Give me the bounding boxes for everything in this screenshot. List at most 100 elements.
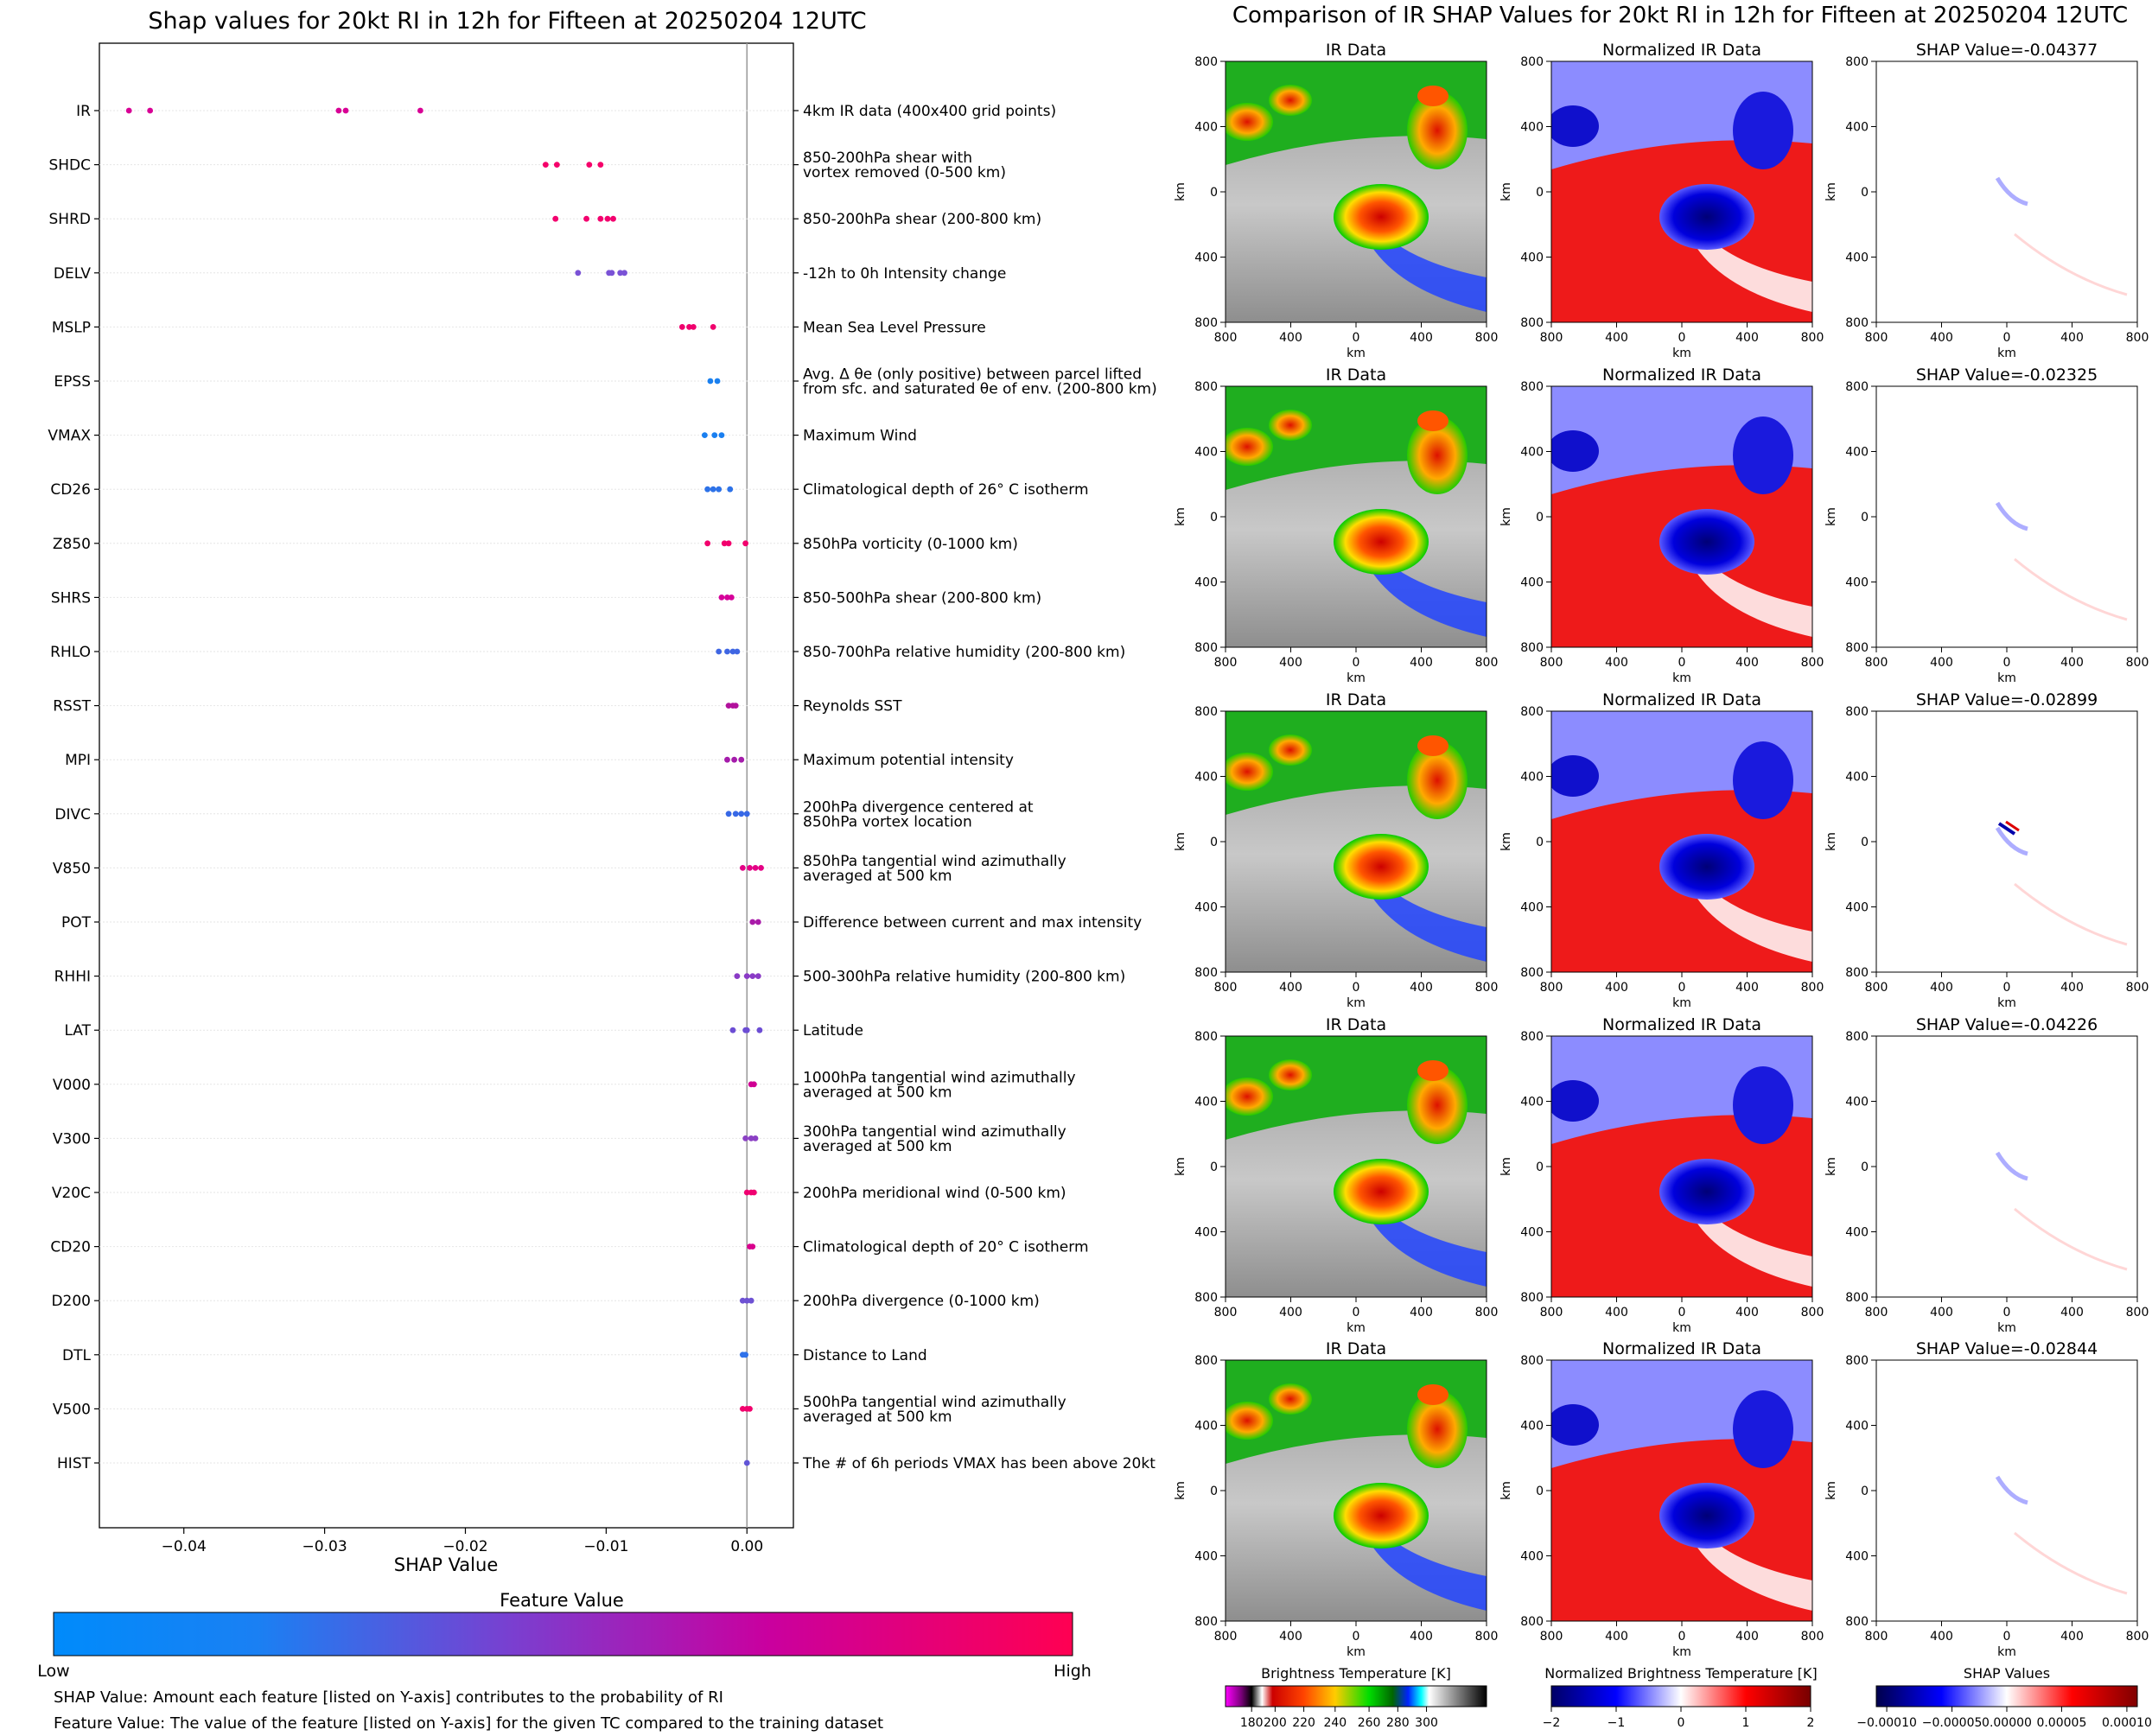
y-tick-label: 400: [1845, 771, 1869, 785]
y-tick-label: 800: [1845, 1615, 1869, 1629]
shap-point: [747, 1406, 753, 1412]
y-tick-label: 400: [1845, 1096, 1869, 1110]
x-tick-label: −0.01: [583, 1538, 628, 1555]
y-tick-label: 800: [1520, 641, 1544, 655]
shap-point: [707, 378, 714, 385]
x-axis-label: km: [1347, 671, 1366, 685]
note-shap-value: SHAP Value: Amount each feature [listed …: [54, 1688, 723, 1707]
x-tick-label: 400: [2060, 656, 2084, 670]
x-tick-label: 800: [1475, 656, 1499, 670]
feature-label: V20C: [52, 1185, 91, 1202]
shap-point: [748, 1135, 754, 1141]
y-tick-label: 400: [1520, 771, 1544, 785]
y-tick-label: 800: [1194, 1615, 1218, 1629]
shap-point: [756, 1027, 763, 1033]
shap-point: [742, 1135, 749, 1141]
shap-point: [721, 540, 728, 547]
y-tick-label: 400: [1194, 1420, 1218, 1434]
shap-point: [608, 270, 615, 277]
feature-label: POT: [61, 914, 92, 932]
x-tick-label: 800: [1540, 981, 1563, 995]
feature-description: averaged at 500 km: [803, 868, 952, 885]
x-axis-label: km: [1347, 347, 1366, 360]
feature-description: averaged at 500 km: [803, 1084, 952, 1101]
x-tick-label: 800: [1214, 981, 1238, 995]
x-tick-label: 400: [1605, 1306, 1628, 1319]
x-tick-label: 0: [1678, 656, 1686, 670]
feature-label: RHLO: [50, 644, 91, 661]
x-axis-label: km: [1672, 671, 1691, 685]
shap-point: [690, 324, 697, 330]
y-tick-label: 400: [1194, 771, 1218, 785]
normalized-panel-title: Normalized IR Data: [1602, 41, 1761, 60]
shap-point: [743, 973, 750, 979]
y-axis-label: km: [1824, 832, 1838, 851]
x-tick-label: 0: [2003, 1306, 2011, 1319]
x-tick-label: 400: [1279, 331, 1302, 345]
y-tick-label: 400: [1520, 576, 1544, 590]
x-axis-label: km: [1672, 1321, 1691, 1335]
ir-panel-title: IR Data: [1326, 1015, 1386, 1034]
colorbar-tick-label: 200: [1264, 1716, 1287, 1730]
feature-label: Z850: [53, 536, 91, 553]
x-axis-label: km: [1672, 347, 1691, 360]
x-tick-label: 800: [1475, 1630, 1499, 1644]
normalized-ir-image: [1551, 1036, 1812, 1297]
feature-label: DELV: [54, 265, 91, 283]
shap-point: [686, 324, 692, 330]
colorbar-tick-label: −2: [1543, 1716, 1561, 1730]
y-tick-label: 800: [1845, 705, 1869, 719]
x-tick-label: 400: [1735, 1630, 1759, 1644]
y-tick-label: 800: [1194, 316, 1218, 330]
x-tick-label: 0: [2003, 1630, 2011, 1644]
shap-point: [732, 703, 739, 709]
y-tick-label: 400: [1194, 1226, 1218, 1240]
x-tick-label: 400: [1410, 1630, 1433, 1644]
x-tick-label: 800: [1801, 656, 1824, 670]
normalized-ir-panel: 80080040040000400400800800kmkmNormalized…: [1499, 1339, 1824, 1659]
x-tick-label: 400: [2060, 1630, 2084, 1644]
y-tick-label: 800: [1520, 705, 1544, 719]
feature-label: DTL: [62, 1347, 91, 1364]
x-axis-label: km: [1347, 996, 1366, 1010]
normalized-ir-image: [1551, 61, 1812, 322]
x-tick-label: 400: [2060, 331, 2084, 345]
x-tick-label: 0: [2003, 331, 2011, 345]
x-tick-label: 400: [1605, 331, 1628, 345]
shap-point: [743, 1459, 750, 1466]
x-tick-label: 400: [1930, 331, 1953, 345]
y-axis-label: km: [1824, 1481, 1838, 1500]
y-tick-label: 800: [1520, 1615, 1544, 1629]
x-tick-label: 0: [1353, 331, 1360, 345]
feature-description: Climatological depth of 26° C isotherm: [803, 481, 1089, 499]
feature-label: V300: [53, 1130, 91, 1148]
x-tick-label: 400: [1279, 656, 1302, 670]
x-tick-label: 800: [1801, 331, 1824, 345]
x-axis-label: km: [1997, 1321, 2016, 1335]
y-tick-label: 400: [1845, 121, 1869, 135]
shap-point: [743, 811, 750, 817]
shap-points: [125, 107, 764, 1466]
shap-point: [739, 1297, 746, 1304]
shap-point: [752, 865, 759, 871]
shap-point: [711, 432, 718, 438]
y-tick-label: 800: [1845, 641, 1869, 655]
y-tick-label: 800: [1194, 705, 1218, 719]
x-tick-label: 800: [1801, 1306, 1824, 1319]
x-tick-label: 400: [2060, 981, 2084, 995]
y-tick-label: 800: [1845, 316, 1869, 330]
feature-colorbar: [53, 1612, 1073, 1657]
x-tick-label: 800: [1865, 331, 1888, 345]
shap-point: [542, 162, 549, 169]
x-axis-ticks: −0.04 −0.03 −0.02 −0.01 0.00: [162, 1528, 763, 1555]
y-axis-label: km: [1499, 182, 1513, 201]
ir-panel-title: IR Data: [1326, 41, 1386, 60]
y-tick-label: 0: [1861, 836, 1869, 849]
x-tick-label: 400: [1410, 656, 1433, 670]
feature-label: DIVC: [54, 806, 91, 823]
